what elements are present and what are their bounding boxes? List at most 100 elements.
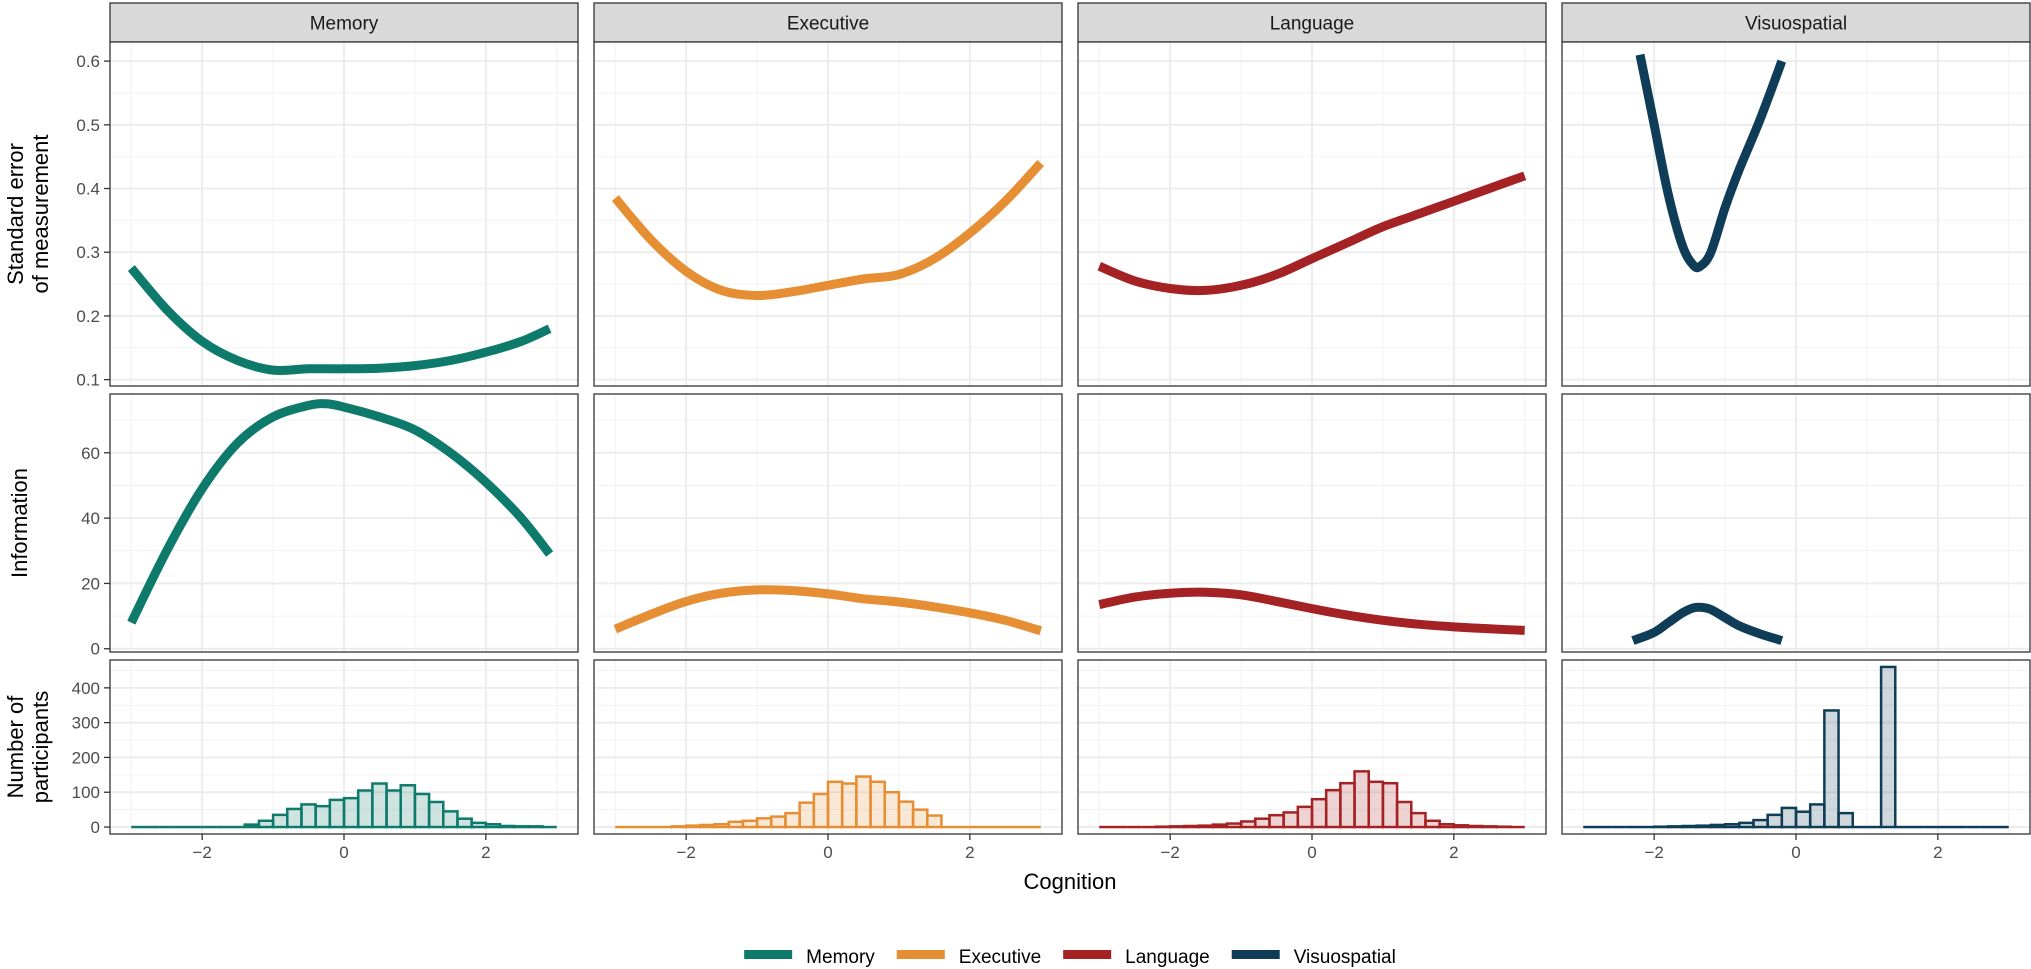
histogram-bar [755,817,773,829]
histogram-bar [784,811,801,829]
panel-sem-executive [593,41,1063,387]
histogram-bar [1808,803,1826,829]
histogram-bar [413,792,431,829]
histogram-bar [1438,823,1456,829]
histogram-bar [314,804,332,829]
histogram-bar [484,823,502,829]
x-tick-label: −2 [1160,843,1179,862]
histogram-bar [840,782,858,829]
x-tick-label: 2 [1449,843,1458,862]
y-tick-label: 0.6 [76,52,100,71]
histogram-bar [527,825,544,829]
x-axis-title: Cognition [1024,869,1117,894]
panel-info-executive [593,393,1063,653]
histogram-bar [1452,824,1470,829]
y-tick-label: 0.3 [76,243,100,262]
x-tick-label: −2 [676,843,695,862]
y-tick-label: 0 [91,640,100,659]
x-tick-label: −2 [192,843,211,862]
facet-strip-memory [109,2,579,43]
histogram-bar [1168,825,1186,829]
panel-border [109,393,579,653]
y-axis-title-info: Information [7,468,32,578]
histogram-bar [926,814,943,829]
y-tick-label: 0.5 [76,116,100,135]
legend-label-executive: Executive [959,947,1041,968]
histogram-bar [826,780,844,829]
histogram-bar [741,819,759,829]
histogram-bar [456,817,473,829]
y-axis-title-sem: Standard error [3,143,28,285]
panel-sem-memory [109,41,579,387]
histogram-bar [798,801,816,829]
info-curve-memory [127,399,554,625]
histogram-bar [1211,823,1229,829]
histogram-bar [356,789,374,829]
histogram-bar [1339,781,1356,829]
histogram-bar [399,784,417,829]
facet-label-visuospatial: Visuospatial [1745,14,1847,35]
histogram-bar [1723,823,1741,829]
legend: Memory Executive Language Visuospatial [744,947,1396,968]
y-tick-label: 100 [72,783,100,802]
histogram-bar [1225,822,1243,829]
histogram-bar [1310,797,1328,829]
x-tick-label: −2 [1644,843,1663,862]
legend-key-memory [744,950,793,959]
info-curve-executive [613,585,1043,636]
histogram-bar [713,823,730,829]
histogram-bar [1254,817,1271,829]
histogram-bar [1466,824,1484,829]
legend-key-language [1063,950,1112,959]
histogram-bar [812,792,830,829]
histogram-bar [286,807,303,829]
panel-border [1561,393,2031,653]
y-axis-title-sem: of measurement [28,135,53,294]
legend-key-executive [896,950,945,959]
sem-curve-language [1097,171,1527,296]
x-tick-label: 2 [1933,843,1942,862]
histogram-bar [1183,824,1200,829]
panel-border [1561,41,2031,387]
info-curve-visuospatial [1631,602,1784,645]
histogram-bar [1879,665,1897,829]
histogram-bar [470,821,488,829]
y-tick-label: 0 [91,818,100,837]
histogram-bar [727,820,745,829]
y-axis-title-count: Number of [3,695,28,799]
histogram-bar [342,796,360,829]
x-tick-label: 2 [965,843,974,862]
facet-strip-visuospatial [1561,2,2031,43]
sem-curve-memory [127,265,552,376]
histogram-bar [699,823,716,829]
histogram-bar [1268,813,1285,829]
histogram-bar [1480,825,1498,829]
histogram-bar [271,813,289,829]
histogram-bar [1794,810,1812,829]
legend-label-memory: Memory [806,947,875,968]
axes-layer: −2 0 2 −2 0 2 −2 0 2 −2 0 2 0.1 0.2 0.3 0.4 0.5 0.6 Standa… [3,52,1943,862]
histogram-bar [770,815,787,829]
y-axis-title-count: participants [28,691,53,804]
y-tick-label: 400 [72,679,100,698]
histogram-bar [1296,805,1314,829]
histogram-bar [371,782,388,829]
histogram-bar [1197,824,1214,829]
histogram-bar [1381,781,1399,829]
y-tick-label: 200 [72,748,100,767]
histogram-bar [1239,820,1257,829]
panel-count-executive [593,659,1063,835]
panel-count-language [1077,659,1547,835]
histogram-bar [427,800,445,829]
sem-curve-visuospatial [1635,53,1787,273]
y-tick-label: 40 [81,509,100,528]
facet-label-executive: Executive [787,14,869,35]
y-tick-label: 0.1 [76,371,100,390]
histogram-bar [498,824,516,829]
histogram-bar [1780,806,1798,829]
sem-curve-executive [611,159,1045,301]
histogram-bar [1324,788,1342,829]
x-tick-label: 0 [339,843,348,862]
histogram-bar [1681,824,1698,829]
